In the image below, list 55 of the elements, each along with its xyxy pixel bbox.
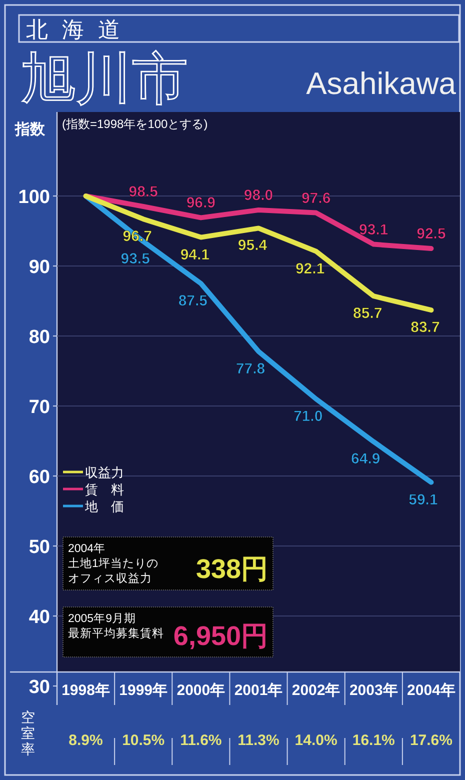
data-label: 96.9	[186, 194, 216, 212]
data-label: 93.1	[359, 221, 388, 238]
data-label: 85.7	[353, 305, 382, 322]
annotation: 最新平均募集賃料	[68, 626, 164, 640]
chart-title: 旭川市	[20, 47, 188, 110]
text: Asahikawa	[306, 66, 457, 101]
annotation: 土地1坪当たりの	[68, 557, 158, 570]
y-tick-label: 40	[28, 607, 50, 628]
x-tick-label: 2001年	[234, 682, 283, 699]
data-label: 71.0	[293, 408, 323, 425]
legend-label: 賃 料	[85, 482, 124, 497]
y-tick-label: 50	[28, 537, 50, 558]
y-tick-label: 90	[28, 257, 50, 278]
data-label: 87.5	[178, 292, 208, 310]
annotation: (指数=1998年を100とする)	[62, 117, 208, 131]
annotation: 6,950円	[173, 621, 268, 651]
x-tick-label: 2004年	[407, 682, 456, 699]
x-tick-label: 2003年	[349, 682, 398, 699]
text: 17.6%	[410, 732, 452, 749]
x-tick-label: 2002年	[292, 682, 340, 699]
y-tick-label: 80	[28, 327, 50, 348]
text: 11.6%	[180, 732, 222, 749]
text: 11.3%	[238, 732, 280, 749]
data-label: 98.0	[244, 187, 274, 204]
y-tick-label: 70	[28, 397, 50, 418]
y-tick-label: 100	[18, 187, 50, 208]
y-axis-title: 指数	[14, 121, 46, 138]
text: 空室率	[21, 709, 35, 757]
y-tick-label: 60	[28, 467, 50, 488]
data-label: 93.5	[120, 250, 150, 268]
legend-label: 収益力	[85, 465, 124, 480]
annotation: 2004年	[68, 542, 106, 555]
legend-label: 地 価	[84, 499, 124, 514]
data-label: 83.7	[410, 319, 440, 336]
text: 14.0%	[294, 732, 338, 749]
annotation: オフィス収益力	[68, 572, 152, 585]
x-tick-label: 1998年	[62, 682, 110, 699]
chart-subtitle: 北海道	[26, 17, 134, 42]
text: 16.1%	[352, 732, 395, 749]
data-label: 95.4	[238, 237, 268, 254]
data-label: 94.1	[180, 246, 210, 264]
data-label: 92.1	[295, 260, 325, 278]
data-label: 97.6	[301, 190, 331, 207]
text: 8.9%	[68, 732, 103, 749]
text: 10.5%	[122, 732, 165, 749]
data-label: 64.9	[351, 450, 380, 468]
data-label: 98.5	[128, 184, 158, 200]
annotation: 338円	[196, 554, 268, 584]
data-label: 92.5	[416, 226, 446, 242]
y-tick-label: 30	[28, 677, 50, 698]
annotation: 2005年9月期	[68, 612, 136, 625]
x-tick-label: 1999年	[119, 682, 168, 699]
data-label: 77.8	[236, 360, 266, 378]
data-label: 59.1	[408, 491, 438, 508]
x-tick-label: 2000年	[176, 682, 226, 699]
